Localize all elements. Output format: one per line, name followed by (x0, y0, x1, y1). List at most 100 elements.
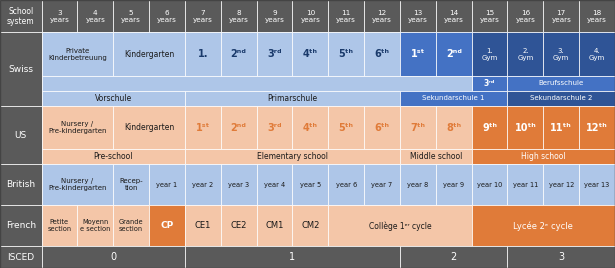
Text: Grande
section: Grande section (119, 219, 143, 232)
Text: 10
years: 10 years (300, 10, 320, 23)
Bar (507, 32, 543, 76)
Bar (400, 106, 436, 149)
Bar (113, 0, 149, 32)
Text: 3ʳᵈ: 3ʳᵈ (268, 49, 282, 59)
Bar (221, 32, 256, 76)
Bar (328, 164, 364, 205)
Text: 8
years: 8 years (229, 10, 248, 23)
Text: 3
years: 3 years (49, 10, 69, 23)
Text: 15
years: 15 years (480, 10, 499, 23)
Bar (256, 32, 292, 76)
Bar (472, 76, 507, 91)
Text: 17
years: 17 years (551, 10, 571, 23)
Bar (185, 106, 221, 149)
Bar (41, 76, 472, 91)
Text: year 1: year 1 (156, 182, 178, 188)
Bar (221, 106, 256, 149)
Text: School
system: School system (7, 6, 34, 26)
Bar (364, 0, 400, 32)
Bar (292, 106, 328, 149)
Text: 4
years: 4 years (85, 10, 105, 23)
Bar (328, 106, 364, 149)
Text: 2ⁿᵈ: 2ⁿᵈ (446, 49, 462, 59)
Bar (0, 0, 41, 32)
Bar (0, 32, 41, 106)
Bar (507, 106, 543, 149)
Bar (256, 106, 292, 149)
Bar (113, 164, 149, 205)
Text: Primarschule: Primarschule (268, 94, 317, 103)
Text: 1.
Gym: 1. Gym (482, 47, 498, 61)
Bar (41, 164, 113, 205)
Bar (507, 76, 615, 91)
Bar (185, 32, 221, 76)
Text: 4ᵗʰ: 4ᵗʰ (303, 49, 318, 59)
Bar (256, 0, 292, 32)
Text: year 9: year 9 (443, 182, 464, 188)
Bar (41, 32, 113, 76)
Text: 11ᵗʰ: 11ᵗʰ (550, 122, 572, 132)
Text: year 13: year 13 (584, 182, 609, 188)
Text: French: French (6, 221, 36, 230)
Text: Kindergarten: Kindergarten (124, 123, 174, 132)
Bar (185, 205, 221, 246)
Text: 5
years: 5 years (121, 10, 141, 23)
Text: year 5: year 5 (300, 182, 321, 188)
Bar (292, 205, 328, 246)
Text: 9ᵗʰ: 9ᵗʰ (482, 122, 497, 132)
Text: Petite
section: Petite section (47, 219, 71, 232)
Text: CP: CP (161, 221, 173, 230)
Bar (579, 164, 615, 205)
Bar (41, 205, 77, 246)
Bar (41, 91, 185, 106)
Text: 3ʳᵈ: 3ʳᵈ (484, 79, 495, 88)
Bar (400, 32, 436, 76)
Text: Swiss: Swiss (8, 65, 33, 74)
Bar (41, 0, 77, 32)
Text: Pre-school: Pre-school (93, 152, 133, 161)
Bar (328, 32, 364, 76)
Text: year 2: year 2 (192, 182, 213, 188)
Bar (185, 164, 221, 205)
Text: 7ᵗʰ: 7ᵗʰ (410, 122, 426, 132)
Text: 2ⁿᵈ: 2ⁿᵈ (231, 49, 247, 59)
Bar (507, 164, 543, 205)
Text: High school: High school (521, 152, 566, 161)
Text: British: British (6, 180, 35, 189)
Bar (472, 149, 615, 164)
Bar (149, 205, 185, 246)
Bar (472, 164, 507, 205)
Text: 3: 3 (558, 252, 565, 262)
Text: Berufsschule: Berufsschule (539, 80, 584, 86)
Text: 11
years: 11 years (336, 10, 356, 23)
Bar (579, 106, 615, 149)
Text: CE1: CE1 (194, 221, 211, 230)
Bar (364, 164, 400, 205)
Bar (543, 106, 579, 149)
Bar (292, 164, 328, 205)
Bar (364, 106, 400, 149)
Bar (436, 164, 472, 205)
Bar (400, 246, 507, 268)
Text: year 12: year 12 (549, 182, 574, 188)
Text: 14
years: 14 years (444, 10, 464, 23)
Bar (292, 0, 328, 32)
Bar (221, 0, 256, 32)
Bar (149, 164, 185, 205)
Text: Nursery /
Pre-kindergarten: Nursery / Pre-kindergarten (48, 121, 106, 134)
Text: 7
years: 7 years (193, 10, 213, 23)
Text: Sekundarschule 1: Sekundarschule 1 (423, 95, 485, 101)
Text: Kindergarten: Kindergarten (124, 50, 174, 58)
Text: year 6: year 6 (336, 182, 357, 188)
Text: Moyenn
e section: Moyenn e section (80, 219, 111, 232)
Text: Elementary school: Elementary school (257, 152, 328, 161)
Bar (113, 106, 185, 149)
Bar (185, 149, 400, 164)
Bar (543, 32, 579, 76)
Bar (185, 91, 400, 106)
Bar (328, 0, 364, 32)
Text: Recep-
tion: Recep- tion (119, 178, 143, 191)
Bar (113, 32, 185, 76)
Bar (256, 205, 292, 246)
Text: 10ᵗʰ: 10ᵗʰ (515, 122, 536, 132)
